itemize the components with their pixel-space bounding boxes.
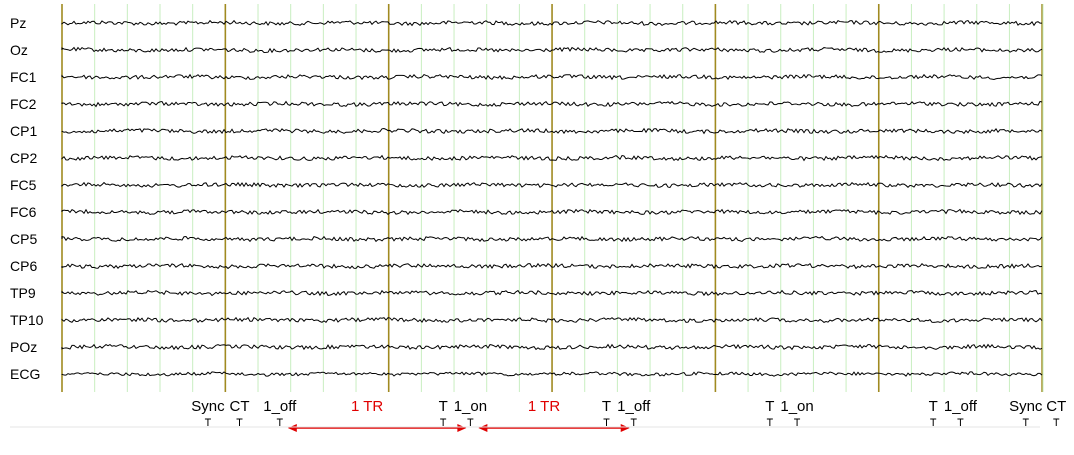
event-marker[interactable]: 1_on [780,398,814,426]
channel-trace [61,208,1043,216]
tr-label: 1 TR [528,398,560,415]
event-marker-label: T [602,398,611,415]
channel-row-oz: Oz [10,42,1043,58]
channel-label: FC1 [10,69,37,85]
event-marker-label: CT [1046,398,1066,415]
event-marker-label: Sync [191,398,225,415]
event-marker-label: 1_off [617,398,651,415]
event-marker-label: T [765,398,774,415]
channel-label: Oz [10,42,28,58]
channel-row-fc1: FC1 [10,69,1043,85]
channel-label: ECG [10,366,40,382]
event-marker[interactable]: Sync [191,398,225,426]
channel-trace [61,289,1043,297]
channel-row-cp2: CP2 [10,150,1043,166]
channel-label: TP10 [10,312,44,328]
channel-row-cp6: CP6 [10,258,1043,274]
channel-label: CP1 [10,123,37,139]
channel-trace [61,73,1043,81]
channel-row-ecg: ECG [10,366,1043,382]
event-marker-label: 1_on [780,398,813,415]
channel-row-cp1: CP1 [10,123,1043,139]
channel-trace [61,100,1043,108]
event-marker[interactable]: 1_off [263,398,297,426]
channel-row-pz: Pz [10,15,1043,31]
channel-label: CP5 [10,231,37,247]
channel-trace [61,235,1043,243]
event-marker[interactable]: 1_off [944,398,978,426]
channel-trace [61,46,1043,54]
event-markers: SyncCT1_offT1_onT1_offT1_onT1_offSyncCT1… [191,398,1066,426]
tr-arrow-head-right [457,424,467,432]
channel-trace [61,181,1043,189]
channel-label: CP6 [10,258,37,274]
event-marker[interactable]: T [439,398,448,426]
event-marker-label: 1_off [263,398,297,415]
event-marker-label: Sync [1009,398,1043,415]
tr-label: 1 TR [351,398,383,415]
channel-traces: Pz Oz FC1 FC2 CP1 CP2 FC5 FC6 CP5 CP6 TP9 TP10 POz EC… [10,15,1043,382]
event-marker-label: T [439,398,448,415]
tr-arrow-head-right [620,424,630,432]
channel-label: POz [10,339,37,355]
event-marker[interactable]: T [929,398,938,426]
channel-trace [61,316,1043,324]
tr-interval: 1 TR [478,398,630,432]
channel-trace [61,19,1043,27]
channel-label: FC6 [10,204,37,220]
channel-trace [61,343,1043,351]
channel-row-fc6: FC6 [10,204,1043,220]
time-grid [61,4,1044,392]
channel-label: FC2 [10,96,37,112]
channel-trace [61,371,1043,377]
event-marker-label: T [929,398,938,415]
channel-row-cp5: CP5 [10,231,1043,247]
channel-trace [61,154,1043,162]
event-marker[interactable]: Sync [1009,398,1043,426]
event-marker[interactable]: 1_on [454,398,487,426]
event-marker-label: 1_on [454,398,487,415]
tr-annotations: 1 TR 1 TR [287,398,630,432]
event-marker-label: CT [230,398,250,415]
channel-trace [61,262,1043,270]
tr-interval: 1 TR [287,398,467,432]
channel-row-tp10: TP10 [10,312,1043,328]
channel-label: FC5 [10,177,37,193]
channel-row-poz: POz [10,339,1043,355]
channel-label: Pz [10,15,26,31]
event-marker[interactable]: CT [1046,398,1066,426]
event-marker[interactable]: CT [230,398,250,426]
event-marker[interactable]: T [765,398,774,426]
tr-arrow-head-left [478,424,488,432]
channel-label: CP2 [10,150,37,166]
channel-trace [61,127,1043,135]
event-marker[interactable]: 1_off [617,398,651,426]
channel-row-fc5: FC5 [10,177,1043,193]
channel-row-tp9: TP9 [10,285,1043,301]
channel-row-fc2: FC2 [10,96,1043,112]
event-marker[interactable]: T [602,398,611,426]
event-marker-label: 1_off [944,398,978,415]
tr-arrow-head-left [287,424,297,432]
channel-label: TP9 [10,285,36,301]
